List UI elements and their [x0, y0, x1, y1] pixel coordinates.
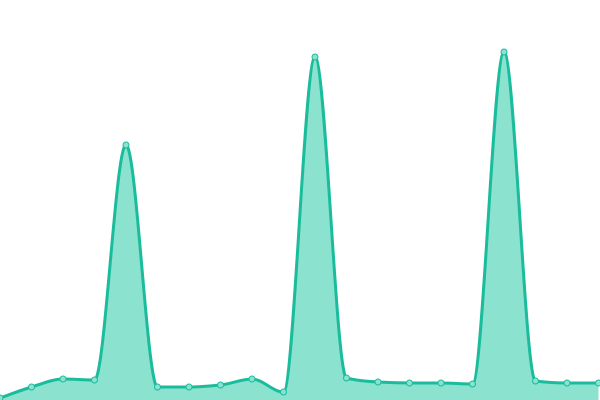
- data-point-17: [532, 377, 539, 385]
- data-point-4: [122, 141, 130, 149]
- data-point-19: [595, 379, 600, 387]
- data-point-14: [437, 379, 445, 387]
- data-point-2: [59, 375, 67, 383]
- data-point-15: [469, 380, 476, 388]
- data-point-10: [311, 53, 319, 61]
- data-point-12: [374, 378, 382, 386]
- data-point-18: [563, 379, 571, 387]
- data-point-3: [91, 376, 98, 384]
- data-point-13: [406, 379, 413, 387]
- data-point-11: [343, 374, 350, 382]
- data-point-9: [280, 388, 287, 396]
- data-point-7: [217, 381, 224, 389]
- data-point-16: [500, 48, 508, 56]
- data-point-6: [185, 383, 193, 391]
- data-point-5: [154, 383, 161, 391]
- data-point-1: [28, 383, 35, 391]
- data-points: [0, 48, 600, 400]
- data-point-0: [0, 394, 4, 400]
- data-point-8: [248, 375, 256, 383]
